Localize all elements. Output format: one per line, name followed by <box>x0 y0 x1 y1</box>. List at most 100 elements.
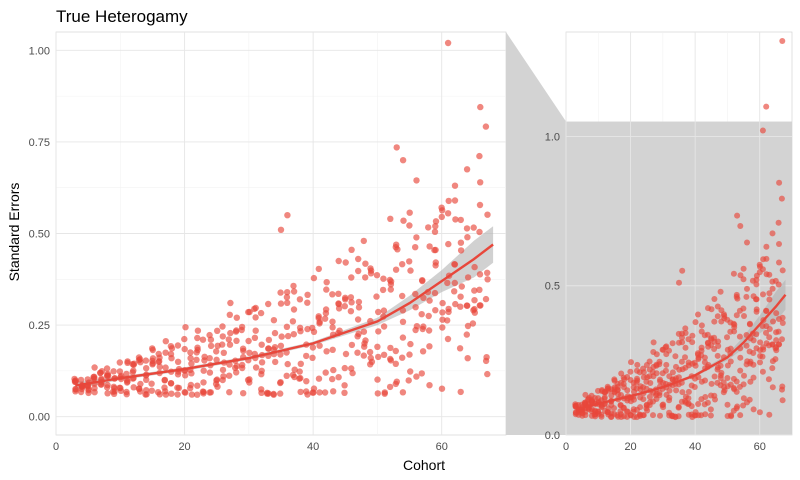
zoom-data-point <box>672 353 679 360</box>
zoom-data-point <box>779 336 785 343</box>
main-data-point <box>316 320 323 327</box>
zoom-data-point <box>675 403 682 410</box>
zoom-data-point <box>650 412 656 419</box>
main-data-point <box>380 275 387 282</box>
main-data-point <box>406 258 413 265</box>
main-data-point <box>265 390 272 397</box>
zoom-data-point <box>753 296 760 303</box>
zoom-data-point <box>746 396 753 403</box>
main-data-point <box>484 276 491 283</box>
zoom-data-point <box>724 334 730 341</box>
main-data-point <box>375 308 382 316</box>
main-data-point <box>162 338 169 345</box>
main-data-point <box>194 334 201 342</box>
main-y-tick-label: 0.00 <box>29 412 50 424</box>
zoom-x-tick-label: 40 <box>689 441 701 453</box>
zoom-data-point <box>740 305 747 312</box>
main-data-point <box>348 341 356 349</box>
main-data-point <box>477 302 484 309</box>
main-y-tick-label: 0.25 <box>29 320 50 332</box>
main-data-point <box>284 289 291 296</box>
main-data-point <box>399 261 406 268</box>
main-data-point <box>418 311 425 318</box>
zoom-data-point <box>724 375 731 381</box>
main-data-point <box>477 179 484 186</box>
main-data-point <box>277 351 284 358</box>
main-data-point <box>393 144 400 151</box>
main-data-point <box>323 286 330 293</box>
zoom-x-tick-label: 0 <box>563 441 569 453</box>
zoom-data-point <box>623 408 630 415</box>
main-data-point <box>219 376 226 384</box>
main-data-point <box>309 344 317 351</box>
main-data-point <box>123 388 130 396</box>
main-data-point <box>463 225 471 232</box>
main-data-point <box>413 373 420 380</box>
main-data-point <box>386 383 394 391</box>
main-data-point <box>463 331 470 338</box>
main-data-point <box>168 355 175 362</box>
chart-title: True Heterogamy <box>56 7 188 26</box>
main-data-point <box>168 345 176 352</box>
zoom-data-point <box>662 367 669 374</box>
main-data-point <box>457 388 464 396</box>
zoom-data-point <box>627 368 634 375</box>
main-data-point <box>251 305 258 313</box>
main-data-point <box>240 390 247 397</box>
main-data-point <box>367 267 375 274</box>
main-data-point <box>193 349 200 356</box>
main-data-point <box>265 336 273 344</box>
main-data-point <box>347 308 355 315</box>
main-data-point <box>148 380 155 387</box>
main-data-point <box>303 352 310 360</box>
main-data-point <box>284 332 292 340</box>
main-data-point <box>309 354 316 361</box>
main-data-point <box>233 327 240 334</box>
zoom-data-point <box>707 412 714 419</box>
zoom-data-point <box>776 259 782 266</box>
zoom-data-point <box>760 346 767 353</box>
main-data-point <box>277 289 284 296</box>
zoom-data-point <box>660 404 667 411</box>
zoom-data-point <box>763 103 770 110</box>
main-data-point <box>149 357 156 364</box>
main-data-point <box>413 323 421 330</box>
main-data-point <box>304 299 311 306</box>
main-data-point <box>392 380 399 388</box>
main-data-point <box>187 381 195 389</box>
main-data-point <box>322 306 330 313</box>
zoom-data-point <box>766 290 773 297</box>
main-data-point <box>457 293 464 300</box>
zoom-data-point <box>750 406 757 413</box>
zoom-data-point <box>733 378 740 385</box>
zoom-data-point <box>727 358 734 365</box>
main-data-point <box>464 322 472 330</box>
main-data-point <box>399 292 406 300</box>
main-data-point <box>77 376 85 384</box>
zoom-data-point <box>750 350 757 356</box>
zoom-data-point <box>675 374 682 381</box>
main-data-point <box>290 306 298 313</box>
main-x-tick-label: 20 <box>178 441 190 453</box>
zoom-data-point <box>733 388 740 395</box>
main-data-point <box>129 369 136 376</box>
main-data-point <box>289 318 297 325</box>
zoom-data-point <box>776 241 782 247</box>
zoom-data-point <box>646 358 653 365</box>
main-data-point <box>445 308 452 316</box>
zoom-confidence-ribbon <box>575 279 786 413</box>
main-data-point <box>284 299 291 306</box>
zoom-data-point <box>737 412 744 419</box>
zoom-data-point <box>653 370 660 377</box>
zoom-data-point <box>682 330 689 336</box>
zoom-data-point <box>614 387 621 394</box>
main-data-point <box>438 204 445 211</box>
zoom-data-point <box>756 409 763 416</box>
main-data-point <box>348 246 355 253</box>
main-data-point <box>296 368 303 375</box>
zoom-data-point <box>740 381 747 388</box>
zoom-data-point <box>624 387 631 394</box>
main-data-point <box>342 296 349 303</box>
main-data-point <box>399 334 407 341</box>
main-data-point <box>322 369 329 376</box>
